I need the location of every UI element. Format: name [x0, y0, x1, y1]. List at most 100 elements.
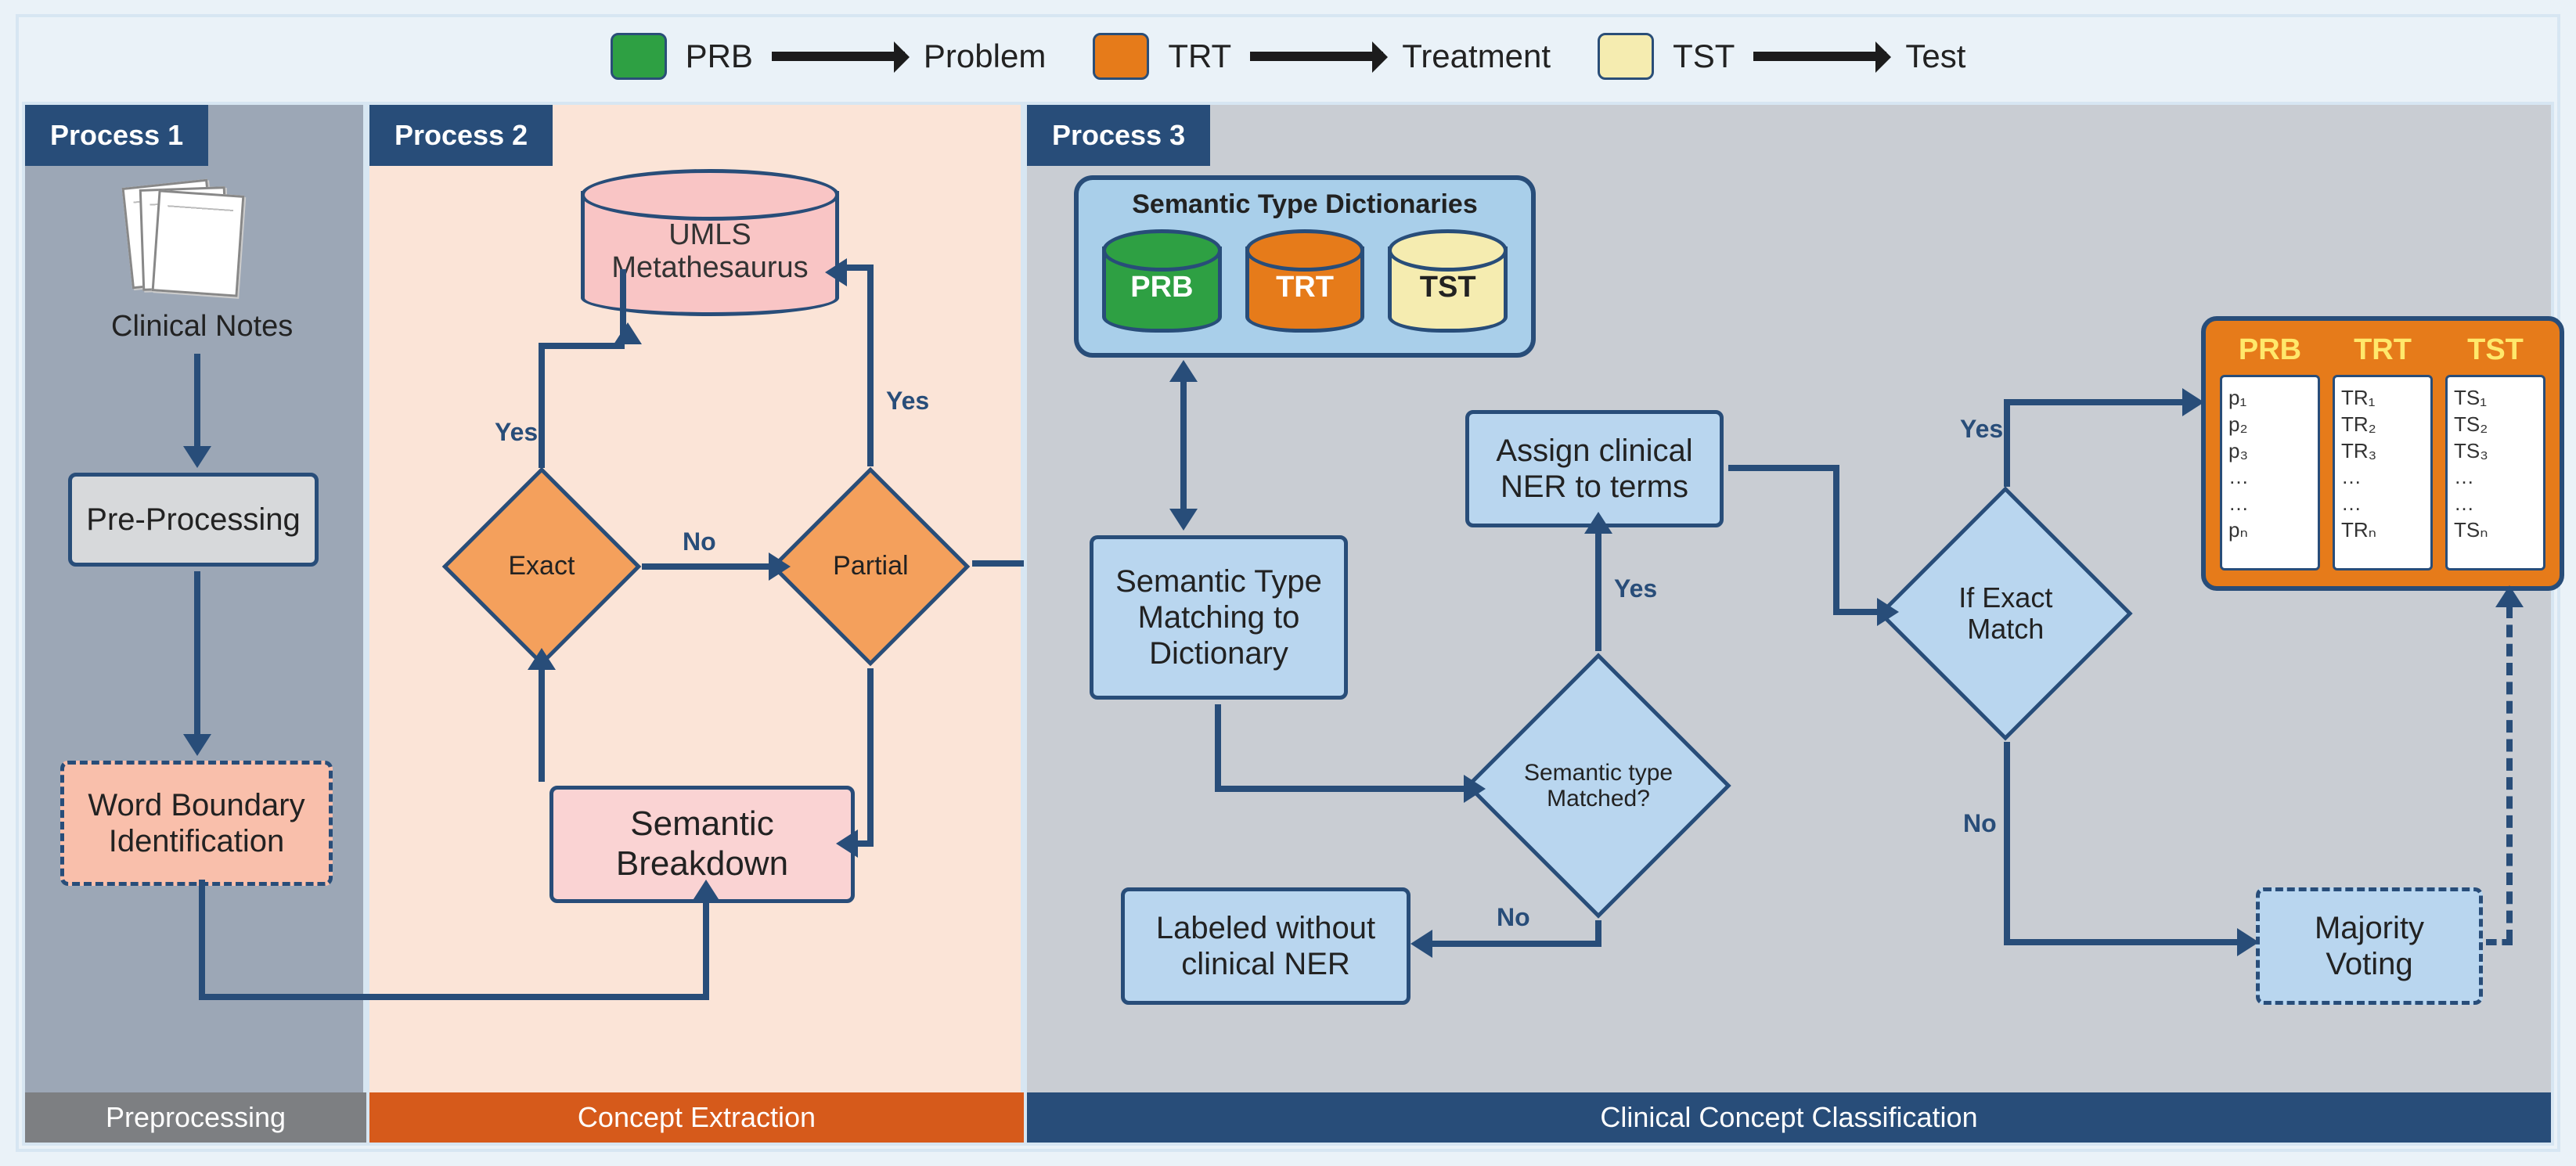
- edge: [539, 668, 545, 782]
- node-word-boundary: Word BoundaryIdentification: [60, 761, 333, 886]
- edge-label-yes: Yes: [1614, 574, 1657, 603]
- edge: [1215, 704, 1221, 790]
- arrowhead-icon: [1584, 512, 1612, 534]
- edge: [620, 269, 626, 344]
- edge: [2004, 399, 2184, 405]
- dict-code: TST: [1420, 271, 1476, 304]
- edge-label-no: No: [1497, 903, 1530, 932]
- edge-label-yes: Yes: [1960, 415, 2003, 444]
- node-majority-voting: MajorityVoting: [2256, 887, 2483, 1005]
- output-classification: PRB p₁p₂p₃……pₙ TRT TR₁TR₂TR₃……TRₙ TST TS…: [2201, 316, 2564, 591]
- node-semantic-matching: Semantic TypeMatching toDictionary: [1090, 535, 1348, 700]
- edge-dashed: [2486, 939, 2513, 945]
- dict-tst-icon: TST: [1388, 247, 1508, 333]
- edge: [2004, 939, 2239, 945]
- output-header: TST: [2467, 333, 2524, 367]
- edge: [1215, 786, 1465, 792]
- node-label: Labeled withoutclinical NER: [1156, 910, 1375, 982]
- edge: [1431, 941, 1601, 947]
- legend-item-prb: PRB Problem: [611, 33, 1047, 80]
- arrowhead-icon: [2237, 928, 2259, 956]
- node-assign-ner: Assign clinicalNER to terms: [1465, 410, 1724, 527]
- node-label: UMLSMetathesaurus: [611, 219, 808, 285]
- node-label: Semantic TypeMatching toDictionary: [1115, 563, 1322, 671]
- arrowhead-icon: [1464, 775, 1486, 803]
- edge: [1595, 532, 1601, 651]
- legend-swatch-tst: [1598, 33, 1654, 80]
- dict-trt-icon: TRT: [1245, 247, 1365, 333]
- node-label: Pre-Processing: [86, 502, 300, 538]
- panel-footer: Preprocessing: [25, 1092, 366, 1143]
- panel-tag: Process 3: [1027, 105, 1210, 166]
- edge: [194, 354, 200, 448]
- legend-swatch-trt: [1093, 33, 1149, 80]
- node-label: Word BoundaryIdentification: [88, 787, 304, 859]
- clinical-notes-icon: [127, 183, 260, 300]
- arrowhead-icon: [1169, 360, 1198, 382]
- arrowhead-icon: [825, 258, 847, 286]
- arrowhead-icon: [528, 648, 556, 670]
- decision-partial: Partial: [771, 467, 971, 667]
- edge-dashed: [2506, 606, 2513, 942]
- legend: PRB Problem TRT Treatment TST Test: [19, 17, 2557, 95]
- node-label: SemanticBreakdown: [616, 804, 788, 883]
- node-label: Assign clinicalNER to terms: [1496, 433, 1692, 505]
- panel-concept-extraction: Process 2 UMLSMetathesaurus Exact Partia…: [366, 102, 1024, 1146]
- node-label: Partial: [833, 552, 908, 581]
- output-list: p₁p₂p₃……pₙ: [2220, 375, 2320, 570]
- edge: [1833, 465, 1839, 610]
- arrowhead-icon: [1169, 509, 1198, 531]
- semantic-type-dictionaries: Semantic Type Dictionaries PRB TRT TST: [1074, 175, 1536, 358]
- legend-arrow-icon: [772, 52, 905, 61]
- output-column-trt: TRT TR₁TR₂TR₃……TRₙ: [2333, 333, 2433, 570]
- panel-classification: Process 3 Semantic Type Dictionaries PRB…: [1024, 102, 2554, 1146]
- legend-code: TRT: [1168, 38, 1231, 75]
- legend-label: Treatment: [1402, 38, 1551, 75]
- edge: [194, 571, 200, 736]
- edge-label-no: No: [1963, 809, 1997, 838]
- clinical-notes-label: Clinical Notes: [111, 310, 293, 344]
- edge: [842, 265, 874, 271]
- legend-item-tst: TST Test: [1598, 33, 1965, 80]
- edge: [1728, 465, 1838, 471]
- legend-swatch-prb: [611, 33, 667, 80]
- edge-label-yes: Yes: [886, 387, 929, 416]
- arrowhead-icon: [1877, 598, 1899, 626]
- output-column-prb: PRB p₁p₂p₃……pₙ: [2220, 333, 2320, 570]
- edge: [1833, 609, 1879, 615]
- panel-tag: Process 2: [369, 105, 553, 166]
- edge: [2004, 402, 2010, 487]
- node-label: Exact: [508, 552, 575, 581]
- edge: [539, 343, 625, 349]
- dict-code: PRB: [1130, 271, 1193, 304]
- edge: [2004, 742, 2010, 942]
- output-column-tst: TST TS₁TS₂TS₃……TSₙ: [2445, 333, 2545, 570]
- node-labeled-without-ner: Labeled withoutclinical NER: [1121, 887, 1410, 1005]
- legend-arrow-icon: [1250, 52, 1383, 61]
- arrowhead-icon: [183, 446, 211, 468]
- node-label: If ExactMatch: [1958, 582, 2052, 644]
- output-header: PRB: [2239, 333, 2301, 367]
- edge: [539, 347, 545, 468]
- decision-if-exact: If ExactMatch: [1878, 486, 2132, 740]
- legend-arrow-icon: [1753, 52, 1886, 61]
- dict-prb-icon: PRB: [1102, 247, 1222, 333]
- node-preprocessing: Pre-Processing: [68, 473, 319, 567]
- node-label: Semantic typeMatched?: [1524, 760, 1673, 812]
- edge-label-no: No: [683, 527, 716, 556]
- panel-tag: Process 1: [25, 105, 208, 166]
- decision-semantic-matched: Semantic typeMatched?: [1465, 653, 1731, 918]
- legend-label: Problem: [924, 38, 1046, 75]
- edge: [199, 994, 708, 1000]
- arrowhead-icon: [769, 552, 791, 581]
- edge: [703, 900, 709, 1000]
- dict-title: Semantic Type Dictionaries: [1102, 189, 1508, 220]
- edge: [642, 563, 770, 570]
- edge: [199, 880, 205, 997]
- edge: [867, 269, 874, 466]
- output-header: TRT: [2354, 333, 2412, 367]
- edge: [867, 668, 874, 844]
- legend-code: PRB: [686, 38, 753, 75]
- legend-item-trt: TRT Treatment: [1093, 33, 1551, 80]
- diagram-canvas: PRB Problem TRT Treatment TST Test Proce…: [16, 14, 2560, 1152]
